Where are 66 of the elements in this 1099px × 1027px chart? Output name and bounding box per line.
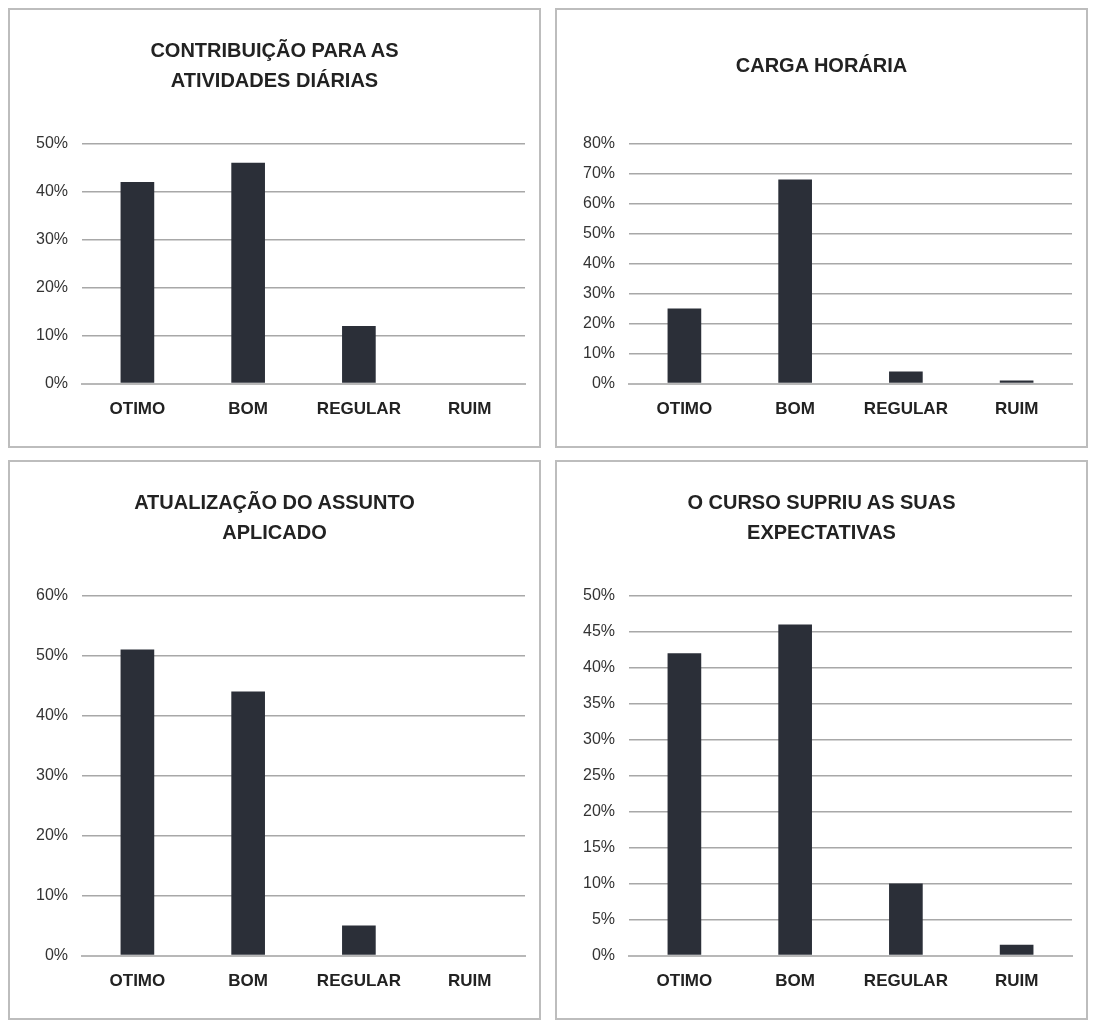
y-tick-label: 40% xyxy=(582,658,616,676)
y-tick-label: 10% xyxy=(582,874,616,892)
y-tick-label: 45% xyxy=(582,622,616,640)
x-tick-label: BOM xyxy=(775,399,815,419)
bar xyxy=(120,182,155,383)
y-tick-label: 20% xyxy=(582,314,616,332)
y-tick-label: 0% xyxy=(591,374,616,392)
bar xyxy=(778,179,812,383)
y-tick-label: 50% xyxy=(35,646,69,664)
x-tick-label: RUIM xyxy=(994,399,1039,419)
y-tick-label: 10% xyxy=(582,344,616,362)
y-tick-label: 40% xyxy=(35,182,69,200)
x-tick-label: BOM xyxy=(775,971,815,991)
y-tick-label: 30% xyxy=(582,284,616,302)
y-tick-label: 20% xyxy=(35,278,69,296)
chart-title: CONTRIBUIÇÃO PARA AS ATIVIDADES DIÁRIAS xyxy=(149,38,400,93)
bar xyxy=(778,624,812,955)
y-tick-label: 40% xyxy=(582,254,616,272)
y-tick-label: 0% xyxy=(44,374,69,392)
x-tick-label: OTIMO xyxy=(109,399,166,419)
bar xyxy=(342,326,376,383)
bar xyxy=(999,944,1034,955)
bar xyxy=(889,371,923,383)
y-tick-label: 30% xyxy=(582,730,616,748)
x-tick-label: OTIMO xyxy=(656,971,713,991)
bar xyxy=(889,883,923,955)
bar xyxy=(342,925,376,955)
y-tick-label: 30% xyxy=(35,766,69,784)
y-tick-label: 0% xyxy=(44,946,69,964)
x-tick-label: RUIM xyxy=(994,971,1039,991)
x-tick-label: RUIM xyxy=(447,399,492,419)
bar xyxy=(667,653,702,955)
y-tick-label: 20% xyxy=(582,802,616,820)
bar xyxy=(231,162,265,383)
x-tick-label: BOM xyxy=(228,971,268,991)
x-tick-label: OTIMO xyxy=(656,399,713,419)
y-tick-label: 60% xyxy=(582,194,616,212)
x-tick-label: REGULAR xyxy=(316,971,401,991)
y-tick-label: 30% xyxy=(35,230,69,248)
x-tick-label: REGULAR xyxy=(863,399,948,419)
bar xyxy=(667,308,702,383)
y-tick-label: 0% xyxy=(591,946,616,964)
x-tick-label: REGULAR xyxy=(863,971,948,991)
y-tick-label: 10% xyxy=(35,326,69,344)
chart-title: ATUALIZAÇÃO DO ASSUNTO APLICADO xyxy=(133,490,416,545)
x-tick-label: BOM xyxy=(228,399,268,419)
y-tick-label: 50% xyxy=(582,224,616,242)
y-tick-label: 5% xyxy=(591,910,616,928)
y-tick-label: 40% xyxy=(35,706,69,724)
x-tick-label: REGULAR xyxy=(316,399,401,419)
y-tick-label: 50% xyxy=(35,134,69,152)
bar xyxy=(120,649,155,955)
x-tick-label: RUIM xyxy=(447,971,492,991)
y-tick-label: 50% xyxy=(582,586,616,604)
y-tick-label: 15% xyxy=(582,838,616,856)
y-tick-label: 35% xyxy=(582,694,616,712)
y-tick-label: 10% xyxy=(35,886,69,904)
bar xyxy=(231,691,265,955)
x-tick-label: OTIMO xyxy=(109,971,166,991)
chart-title: CARGA HORÁRIA xyxy=(734,53,909,78)
y-tick-label: 25% xyxy=(582,766,616,784)
y-tick-label: 20% xyxy=(35,826,69,844)
y-tick-label: 70% xyxy=(582,164,616,182)
y-tick-label: 60% xyxy=(35,586,69,604)
chart-title: O CURSO SUPRIU AS SUAS EXPECTATIVAS xyxy=(686,490,957,545)
y-tick-label: 80% xyxy=(582,134,616,152)
